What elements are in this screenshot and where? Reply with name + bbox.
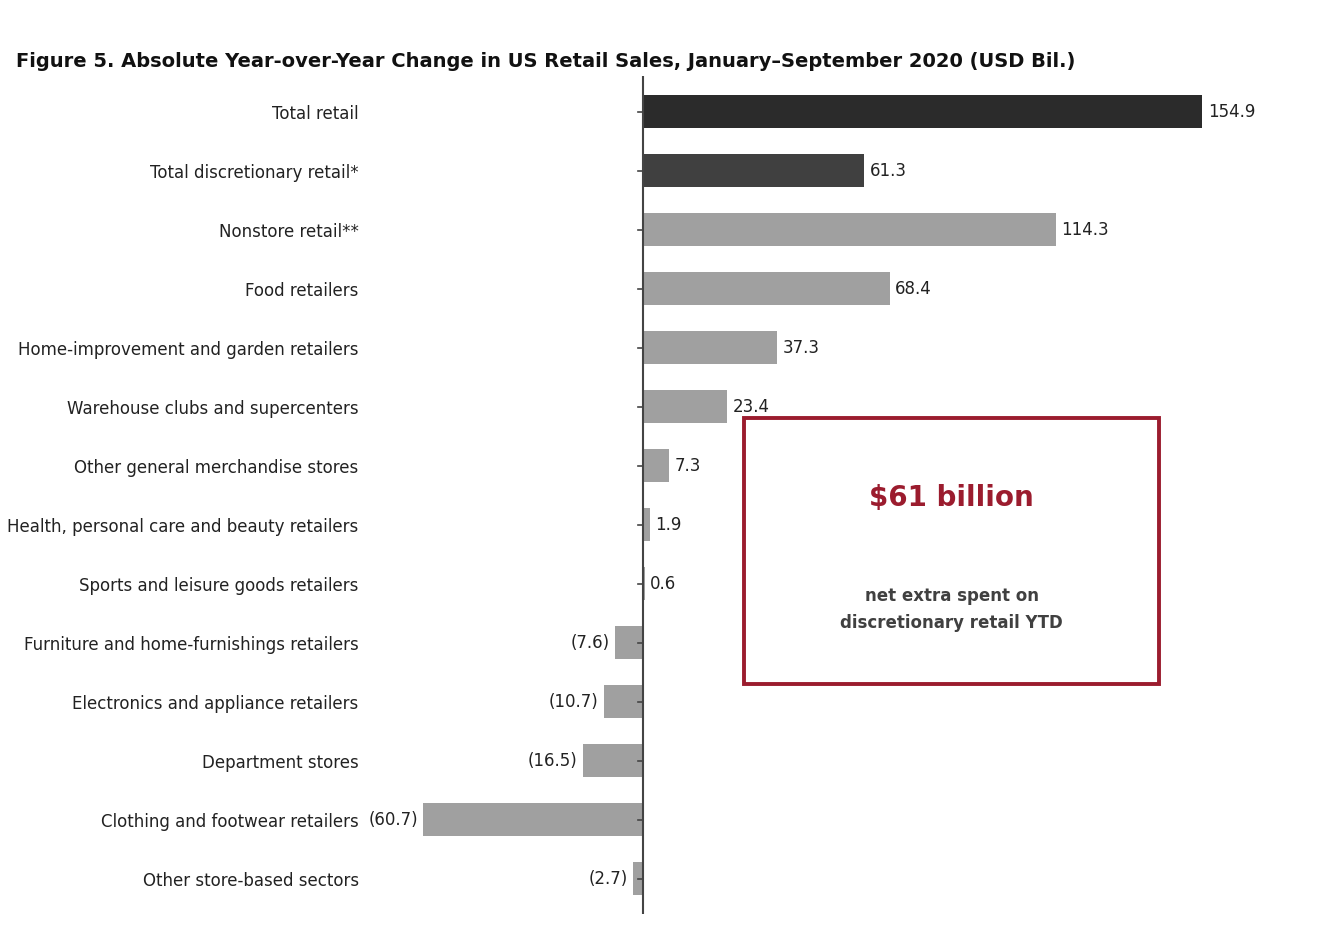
Bar — [643, 331, 777, 364]
Bar — [643, 154, 865, 187]
Text: (10.7): (10.7) — [548, 692, 599, 710]
Text: (7.6): (7.6) — [571, 633, 610, 651]
Bar — [583, 744, 643, 777]
Text: 7.3: 7.3 — [675, 457, 701, 474]
Bar — [643, 508, 649, 541]
Text: $61 billion: $61 billion — [870, 484, 1035, 512]
Bar — [643, 95, 1202, 128]
Text: 0.6: 0.6 — [651, 575, 676, 592]
Text: Figure 5. Absolute Year-over-Year Change in US Retail Sales, January–September 2: Figure 5. Absolute Year-over-Year Change… — [16, 52, 1076, 71]
Text: 114.3: 114.3 — [1061, 221, 1109, 239]
Text: 1.9: 1.9 — [655, 516, 681, 533]
Text: (16.5): (16.5) — [529, 751, 578, 769]
Text: 68.4: 68.4 — [895, 280, 932, 298]
Bar — [643, 567, 645, 600]
Bar — [424, 803, 643, 836]
Text: 37.3: 37.3 — [784, 339, 819, 357]
Bar — [643, 449, 669, 482]
Text: net extra spent on
discretionary retail YTD: net extra spent on discretionary retail … — [841, 587, 1062, 632]
Bar — [643, 272, 890, 305]
Bar — [633, 863, 643, 895]
Bar — [643, 213, 1056, 246]
Bar — [604, 685, 643, 718]
Text: (60.7): (60.7) — [368, 810, 418, 828]
Text: 154.9: 154.9 — [1207, 103, 1255, 121]
Text: 61.3: 61.3 — [870, 162, 907, 180]
Text: (2.7): (2.7) — [588, 869, 628, 887]
FancyBboxPatch shape — [744, 418, 1159, 684]
Text: 23.4: 23.4 — [733, 398, 770, 415]
Bar — [643, 390, 728, 423]
Bar — [615, 626, 643, 659]
